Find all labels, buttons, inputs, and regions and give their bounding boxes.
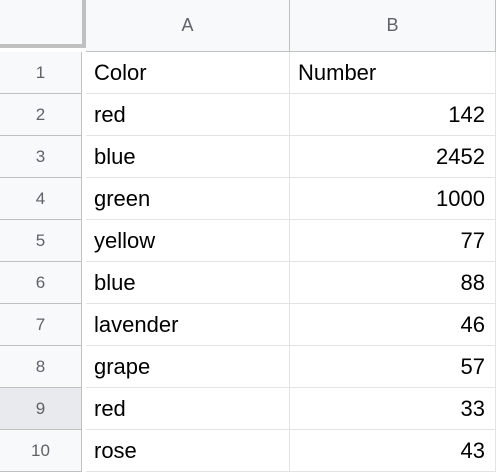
cell-b1[interactable]: Number — [290, 52, 496, 94]
cell-a1[interactable]: Color — [86, 52, 290, 94]
row-header-6[interactable]: 6 — [0, 262, 82, 304]
table-row: 3 blue 2452 — [0, 136, 496, 178]
cell-b6[interactable]: 88 — [290, 262, 496, 304]
row-header-5[interactable]: 5 — [0, 220, 82, 262]
row-header-1[interactable]: 1 — [0, 52, 82, 94]
cell-b10[interactable]: 43 — [290, 430, 496, 472]
table-row: 9 red 33 — [0, 388, 496, 430]
table-row: 8 grape 57 — [0, 346, 496, 388]
row-header-10[interactable]: 10 — [0, 430, 82, 472]
row-header-3[interactable]: 3 — [0, 136, 82, 178]
row-header-2[interactable]: 2 — [0, 94, 82, 136]
cell-a7[interactable]: lavender — [86, 304, 290, 346]
column-header-a[interactable]: A — [86, 0, 290, 52]
row-header-7[interactable]: 7 — [0, 304, 82, 346]
table-row: 2 red 142 — [0, 94, 496, 136]
cell-b9[interactable]: 33 — [290, 388, 496, 430]
table-row: 1 Color Number — [0, 52, 496, 94]
cell-a5[interactable]: yellow — [86, 220, 290, 262]
select-all-corner[interactable] — [0, 0, 86, 48]
cell-b4[interactable]: 1000 — [290, 178, 496, 220]
table-row: 10 rose 43 — [0, 430, 496, 472]
cell-a9[interactable]: red — [86, 388, 290, 430]
cell-a6[interactable]: blue — [86, 262, 290, 304]
cell-b8[interactable]: 57 — [290, 346, 496, 388]
row-header-8[interactable]: 8 — [0, 346, 82, 388]
cell-b7[interactable]: 46 — [290, 304, 496, 346]
cell-a10[interactable]: rose — [86, 430, 290, 472]
table-row: 7 lavender 46 — [0, 304, 496, 346]
cell-a3[interactable]: blue — [86, 136, 290, 178]
row-header-4[interactable]: 4 — [0, 178, 82, 220]
cell-a4[interactable]: green — [86, 178, 290, 220]
table-row: 6 blue 88 — [0, 262, 496, 304]
cell-b3[interactable]: 2452 — [290, 136, 496, 178]
cell-b2[interactable]: 142 — [290, 94, 496, 136]
cell-a2[interactable]: red — [86, 94, 290, 136]
cell-b5[interactable]: 77 — [290, 220, 496, 262]
table-row: 4 green 1000 — [0, 178, 496, 220]
table-row: 5 yellow 77 — [0, 220, 496, 262]
row-header-9[interactable]: 9 — [0, 388, 82, 430]
cell-a8[interactable]: grape — [86, 346, 290, 388]
column-header-b[interactable]: B — [290, 0, 496, 52]
